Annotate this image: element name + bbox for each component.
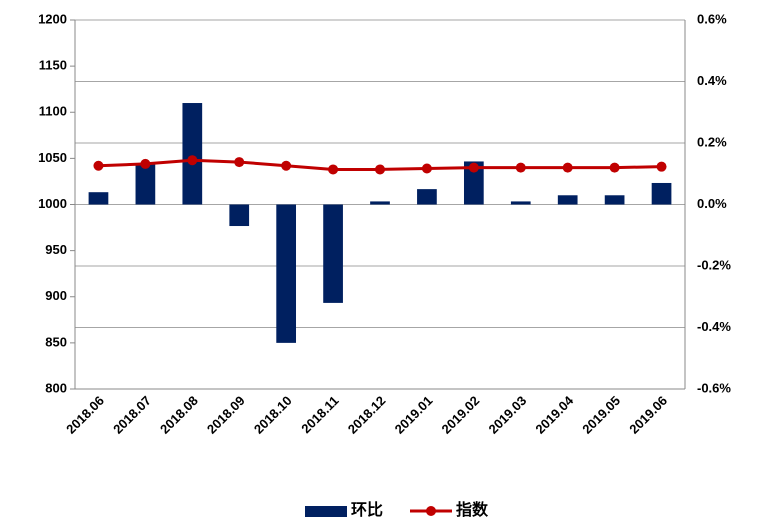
y-tick-label: 1000 (38, 196, 67, 211)
x-tick-label: 2019.03 (485, 393, 529, 437)
marker (609, 162, 620, 173)
y-tick-label: 900 (45, 288, 67, 303)
bar (323, 204, 343, 303)
marker (562, 162, 573, 173)
y2-tick-label: 0.6% (697, 11, 727, 26)
marker (140, 158, 151, 169)
x-tick-label: 2018.07 (110, 393, 154, 437)
legend-swatch (305, 506, 347, 517)
x-tick-label: 2018.10 (251, 393, 295, 437)
x-tick-label: 2018.09 (204, 393, 248, 437)
x-tick-label: 2018.12 (345, 393, 389, 437)
bar (182, 103, 203, 205)
marker (187, 155, 198, 166)
x-tick-label: 2019.06 (626, 393, 670, 437)
marker (656, 161, 667, 172)
marker (515, 162, 526, 173)
bar (557, 195, 578, 205)
bar (370, 201, 390, 205)
bar (463, 161, 484, 205)
bar (651, 182, 672, 205)
legend-label: 指数 (456, 500, 489, 519)
bar (417, 189, 437, 205)
marker (93, 160, 104, 171)
marker (375, 164, 385, 175)
bar (135, 164, 156, 205)
legend-marker (426, 506, 436, 516)
y2-tick-label: -0.6% (697, 380, 731, 395)
bar (88, 192, 109, 205)
x-tick-label: 2019.04 (532, 392, 576, 436)
y2-tick-label: 0.0% (697, 196, 727, 211)
bar (276, 204, 297, 343)
y-tick-label: 1100 (39, 104, 67, 119)
legend-label: 环比 (351, 501, 383, 519)
x-tick-label: 2018.06 (63, 393, 107, 437)
marker (281, 160, 292, 171)
marker (328, 164, 339, 175)
y-tick-label: 1050 (38, 150, 67, 165)
y-tick-label: 850 (45, 334, 67, 349)
bar (604, 195, 625, 205)
marker (468, 162, 479, 173)
marker (234, 157, 245, 168)
y-tick-label: 1200 (38, 11, 67, 26)
marker (421, 163, 432, 174)
y2-tick-label: -0.2% (697, 257, 731, 272)
x-tick-label: 2019.02 (439, 393, 483, 437)
y2-tick-label: 0.4% (697, 73, 727, 88)
bar (229, 204, 250, 227)
y-tick-label: 800 (45, 380, 67, 395)
x-tick-label: 2019.01 (392, 393, 436, 437)
y2-tick-label: 0.2% (697, 134, 727, 149)
bar (510, 201, 531, 205)
x-tick-label: 2018.08 (157, 393, 201, 437)
x-tick-label: 2019.05 (579, 393, 623, 437)
x-tick-label: 2018.11 (298, 393, 341, 436)
y2-tick-label: -0.4% (697, 319, 731, 334)
y-tick-label: 1150 (39, 58, 67, 73)
y-tick-label: 950 (45, 242, 67, 257)
